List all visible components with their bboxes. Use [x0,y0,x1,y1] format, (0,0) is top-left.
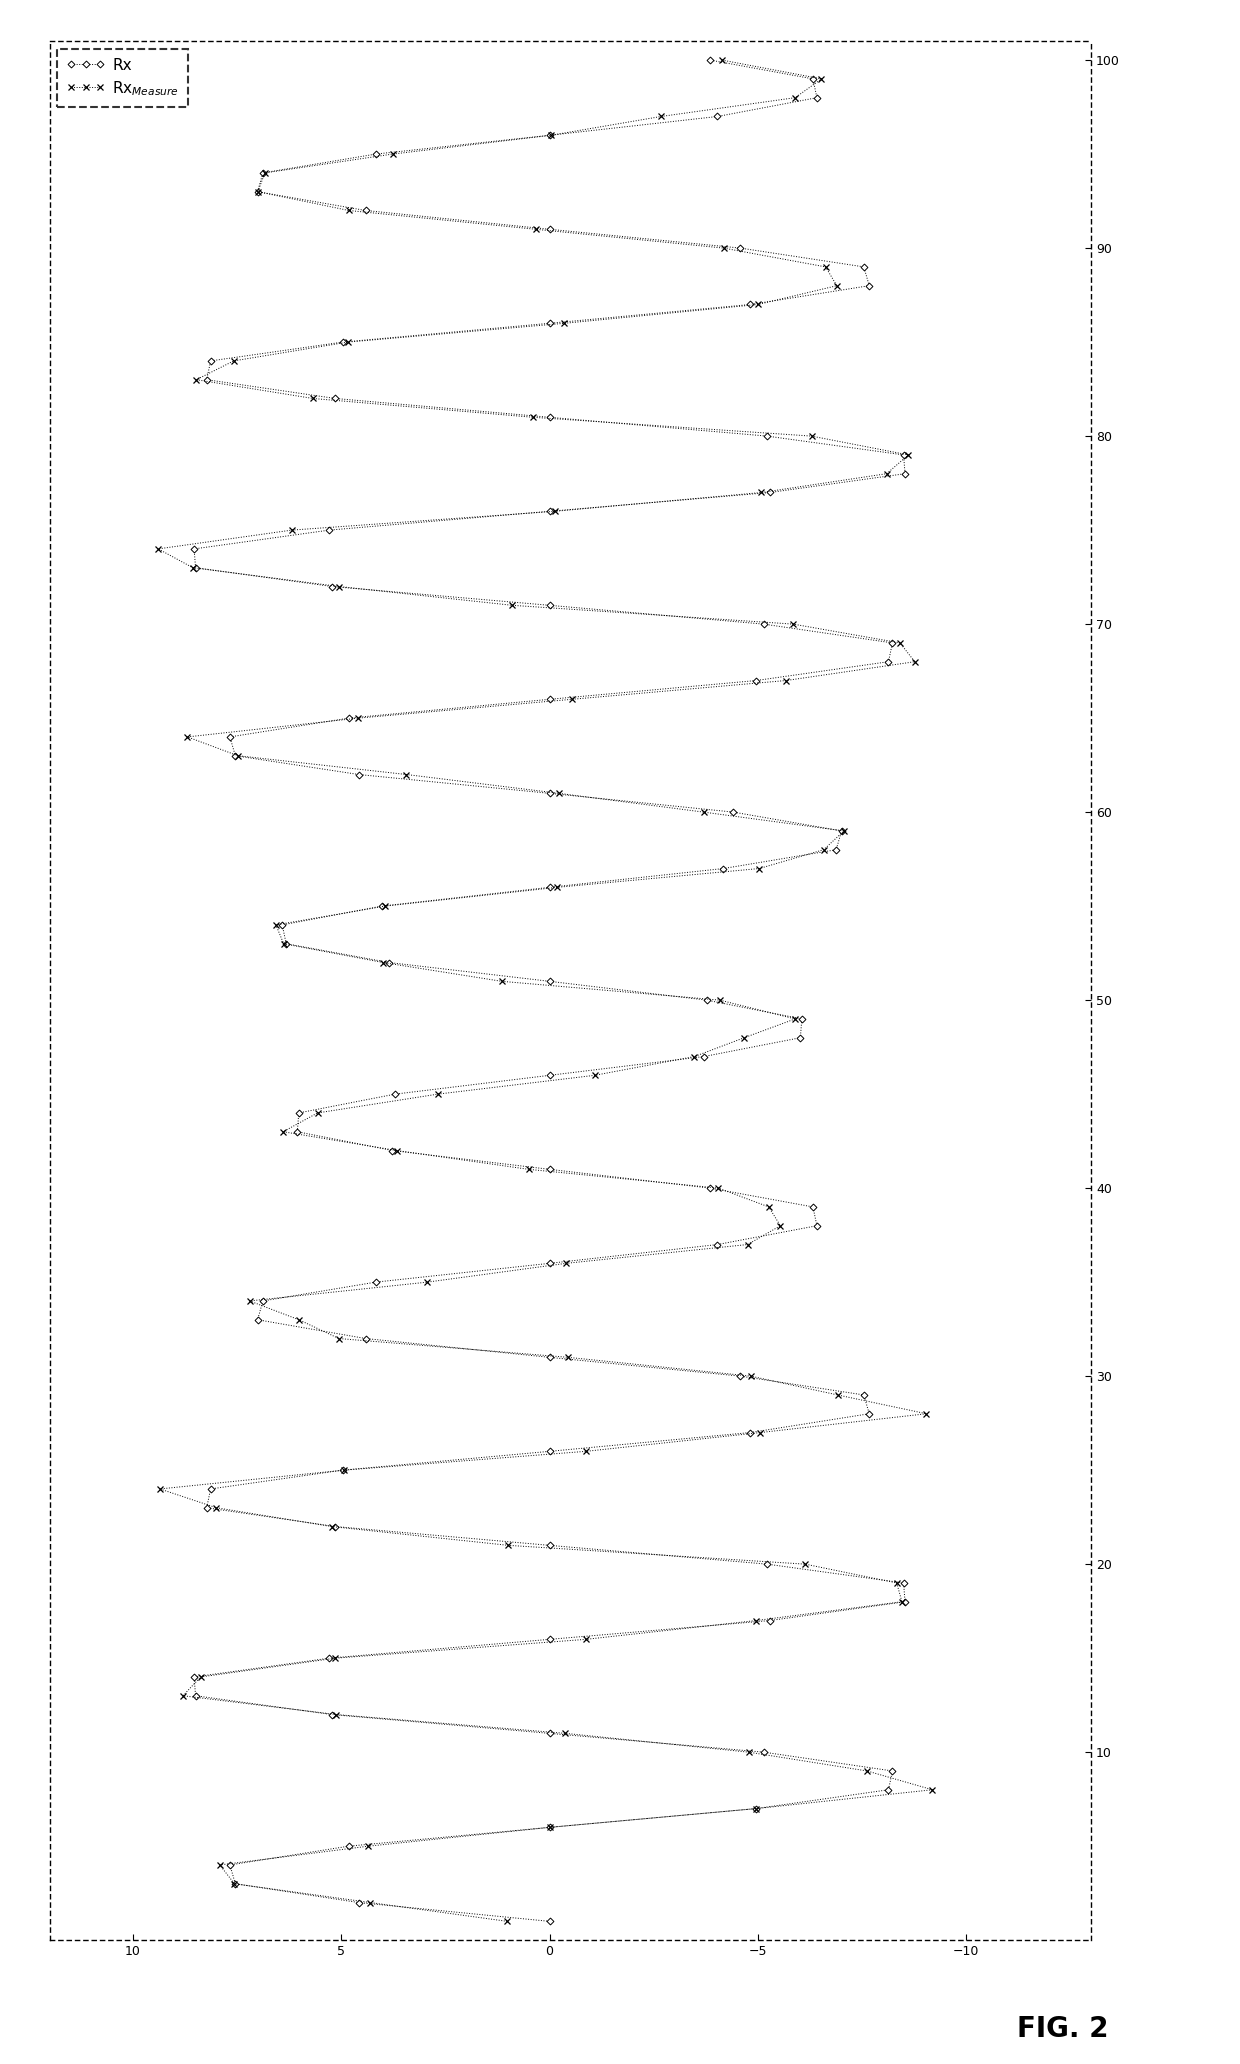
Rx$_{Measure}$ [714,47,729,72]
Rx$_{Measure}$ [386,142,401,167]
Rx$_{Measure}$ [153,1476,167,1501]
Rx$_{Measure}$ [500,1909,515,1934]
Rx [368,142,383,167]
Rx [358,198,373,223]
Rx [203,1476,218,1501]
Line: Rx$_{Measure}$: Rx$_{Measure}$ [155,58,935,1924]
Legend: Rx, Rx$_{Measure}$: Rx, Rx$_{Measure}$ [57,50,188,107]
Rx$_{Measure}$ [797,1552,812,1577]
Text: FIG. 2: FIG. 2 [1017,2014,1109,2043]
Rx [725,799,740,824]
Line: Rx: Rx [192,58,908,1924]
Rx$_{Measure}$ [696,799,711,824]
Rx [760,1552,775,1577]
Rx [382,949,397,974]
Rx [703,47,718,72]
Rx [542,1909,557,1934]
Rx$_{Measure}$ [341,198,356,223]
Rx$_{Measure}$ [376,949,391,974]
